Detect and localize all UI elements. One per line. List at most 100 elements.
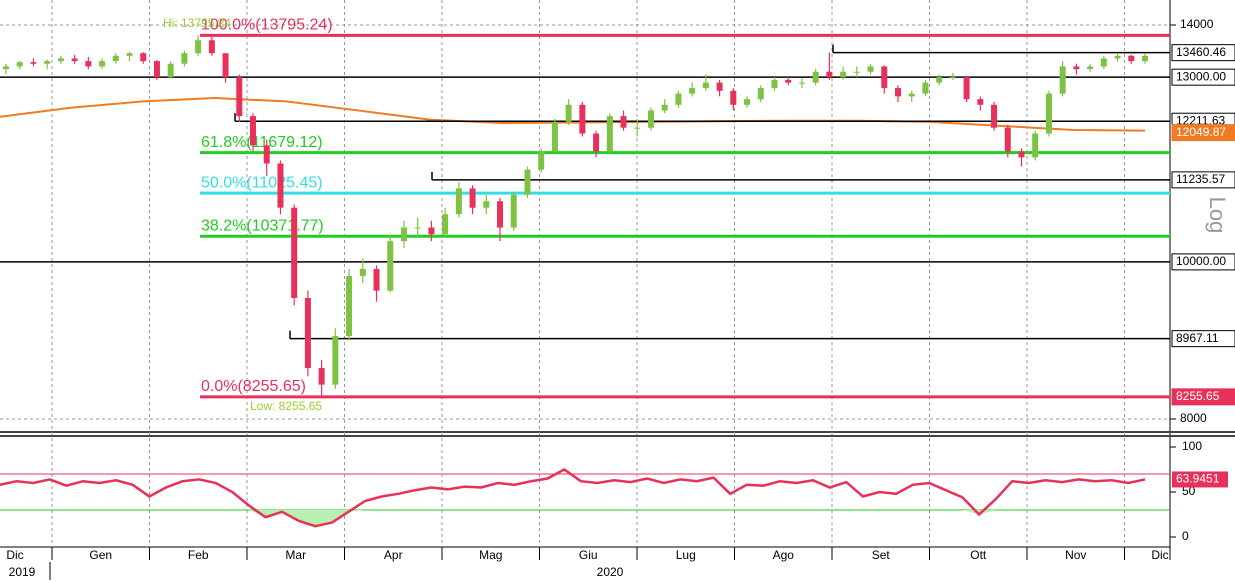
- candle-body: [1142, 55, 1148, 62]
- candle-body: [1087, 66, 1094, 70]
- year-label: 2019: [9, 565, 36, 579]
- rsi-value-label: 63.9451: [1176, 472, 1220, 486]
- fib-label: 38.2%(10371.77): [201, 217, 324, 234]
- candle-body: [126, 53, 133, 56]
- candle-body: [318, 368, 325, 385]
- level-label: 12211.63: [1176, 113, 1225, 127]
- candle-body: [3, 66, 9, 70]
- candle-body: [195, 40, 202, 54]
- candle-body: [181, 53, 188, 64]
- x-tick-label: Ago: [773, 548, 795, 562]
- candle-body: [442, 214, 449, 235]
- x-tick-label: Apr: [384, 548, 403, 562]
- level-box: [1171, 68, 1235, 86]
- candle-body: [524, 169, 531, 195]
- fib-label: 61.8%(11679.12): [201, 134, 323, 151]
- y-tick-label: 8000: [1180, 411, 1207, 425]
- candle-body: [853, 71, 860, 73]
- candle-body: [991, 104, 998, 128]
- candle-body: [977, 99, 984, 105]
- candle-body: [400, 227, 407, 242]
- candle-body: [414, 227, 421, 229]
- candle-body: [359, 268, 366, 277]
- candle-body: [620, 116, 627, 128]
- candle-body: [387, 241, 394, 291]
- candle-body: [826, 71, 833, 78]
- rsi-tick-label: 100: [1182, 439, 1202, 453]
- candle-body: [922, 82, 929, 94]
- low-label: Low: 8255.65: [250, 399, 322, 413]
- candle-body: [538, 151, 545, 170]
- candle-body: [798, 82, 805, 84]
- x-tick-label: Dic: [6, 548, 23, 562]
- candle-body: [85, 61, 92, 67]
- candle-body: [208, 40, 215, 54]
- level-label: 11235.57: [1176, 172, 1225, 186]
- candle-body: [744, 99, 751, 105]
- level-label: 12049.87: [1176, 125, 1226, 139]
- candle-body: [936, 77, 943, 83]
- fib-label: 50.0%(11025.45): [201, 174, 323, 191]
- rsi-tick-label: 0: [1182, 529, 1189, 543]
- axis-label: Log: [1205, 197, 1230, 234]
- rsi-value-box: [1172, 471, 1228, 488]
- candle-body: [250, 116, 257, 146]
- candle-body: [469, 188, 476, 208]
- level-box: [1171, 253, 1235, 271]
- candle-body: [263, 145, 270, 164]
- level-label: 13460.46: [1176, 45, 1226, 59]
- candle-body: [1004, 127, 1011, 152]
- candle-body: [757, 88, 764, 100]
- x-tick-label: Set: [872, 548, 891, 562]
- candle-body: [57, 58, 64, 62]
- candle-body: [675, 93, 682, 105]
- candle-body: [1100, 58, 1107, 67]
- candle-body: [1114, 55, 1121, 59]
- year-label: 2020: [597, 565, 624, 579]
- candle-body: [373, 268, 380, 291]
- x-tick-label: Mag: [479, 548, 502, 562]
- moving-average: [0, 97, 1146, 132]
- high-label: Hi: 13795.24: [163, 16, 231, 30]
- level-box: [1171, 388, 1235, 406]
- x-tick-label: Mar: [285, 548, 306, 562]
- rsi-line: [0, 468, 1146, 528]
- level-label: 10000.00: [1176, 254, 1226, 268]
- candle-body: [332, 336, 339, 385]
- x-tick-label: Nov: [1065, 548, 1086, 562]
- x-tick-label: Giu: [579, 548, 598, 562]
- candle-body: [140, 53, 147, 62]
- fib-label: 100.0%(13795.24): [201, 17, 333, 34]
- candle-body: [236, 77, 243, 117]
- candle-body: [99, 61, 106, 67]
- candle-body: [483, 201, 490, 208]
- candle-body: [16, 62, 23, 67]
- level-box: [1171, 330, 1235, 348]
- candle-body: [771, 79, 778, 89]
- level-box: [1171, 44, 1235, 62]
- candle-body: [112, 55, 119, 62]
- candle-body: [1073, 66, 1080, 70]
- level-label: 8967.11: [1176, 331, 1219, 345]
- level-box: [1171, 171, 1235, 189]
- candle-body: [30, 62, 37, 64]
- candle-body: [71, 58, 78, 62]
- level-box: [1171, 124, 1235, 142]
- candle-body: [1059, 66, 1066, 94]
- fib-label: 0.0%(8255.65): [201, 378, 306, 395]
- candle-body: [304, 298, 311, 369]
- candle-body: [565, 104, 572, 122]
- candle-body: [634, 127, 641, 129]
- candle-body: [702, 82, 709, 89]
- candle-body: [222, 53, 229, 78]
- candle-body: [428, 227, 435, 235]
- candle-body: [661, 104, 668, 111]
- candle-body: [716, 82, 723, 91]
- candle-body: [730, 90, 737, 105]
- y-tick-label: 14000: [1180, 17, 1214, 31]
- candle-body: [881, 66, 888, 89]
- candle-body: [153, 61, 160, 78]
- candle-body: [785, 79, 792, 83]
